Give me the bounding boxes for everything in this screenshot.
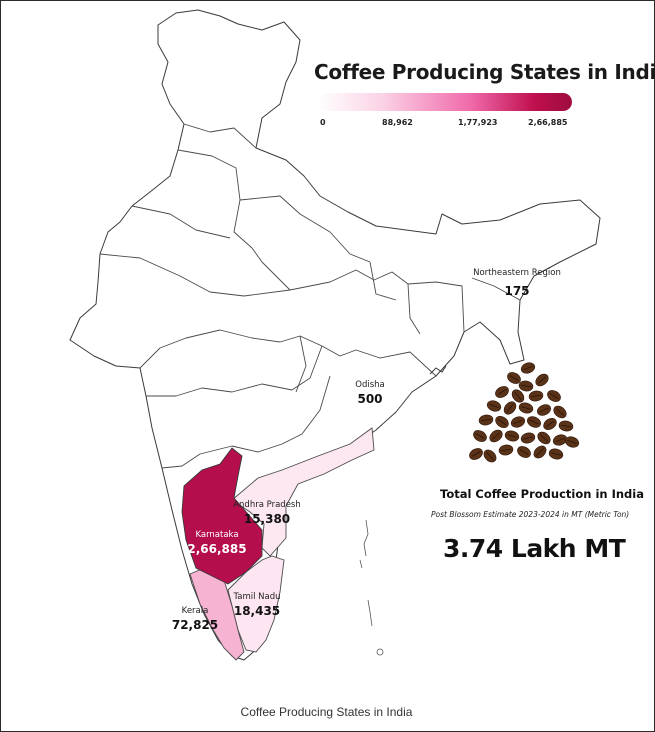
legend-color-bar xyxy=(318,93,572,111)
coffee-bean-crease xyxy=(497,389,507,395)
total-production-subtitle: Post Blossom Estimate 2023-2024 in MT (M… xyxy=(431,510,630,519)
region-name: Karnataka xyxy=(195,530,239,540)
label-kerala: Kerala 72,825 xyxy=(170,606,220,632)
coffee-bean-crease xyxy=(481,418,491,422)
label-andhra-pradesh: Andhra Pradesh 15,380 xyxy=(230,500,304,526)
coffee-bean-crease xyxy=(491,432,501,440)
coffee-bean-crease xyxy=(507,434,517,438)
coffee-bean-crease xyxy=(555,437,565,443)
region-value: 18,435 xyxy=(233,604,281,618)
label-northeast: Northeastern Region 175 xyxy=(462,268,572,298)
region-tamil-nadu xyxy=(227,555,285,653)
coffee-bean-crease xyxy=(529,419,539,425)
coffee-bean-crease xyxy=(486,452,494,460)
coffee-bean-crease xyxy=(471,451,481,457)
region-value: 15,380 xyxy=(243,512,291,526)
region-name: Andhra Pradesh xyxy=(233,500,301,510)
coffee-bean-crease xyxy=(514,391,522,401)
region-value: 2,66,885 xyxy=(187,542,247,556)
coffee-bean-crease xyxy=(545,420,555,428)
legend-tick: 2,66,885 xyxy=(528,118,568,127)
coffee-bean-crease xyxy=(497,418,507,426)
coffee-bean-crease xyxy=(536,448,544,456)
label-karnataka: Karnataka 2,66,885 xyxy=(186,530,248,556)
total-production-value: 3.74 Lakh MT xyxy=(443,534,626,563)
coffee-bean-crease xyxy=(555,408,565,416)
legend-tick: 0 xyxy=(320,118,326,127)
coffee-bean-crease xyxy=(539,434,549,442)
figure-caption: Coffee Producing States in India xyxy=(240,705,413,719)
coffee-bean-crease xyxy=(523,436,533,440)
coffee-bean-crease xyxy=(519,449,529,455)
andaman-islands xyxy=(359,519,384,656)
coffee-bean-crease xyxy=(501,448,511,452)
coffee-bean-crease xyxy=(561,424,571,428)
coffee-bean-crease xyxy=(531,394,541,398)
coffee-bean-crease xyxy=(509,375,519,381)
region-andhra-pradesh xyxy=(231,427,375,557)
label-odisha: Odisha 500 xyxy=(348,380,392,406)
coffee-beans-image xyxy=(469,362,580,463)
label-tamil-nadu: Tamil Nadu 18,435 xyxy=(228,592,286,618)
region-value: 500 xyxy=(357,392,383,406)
region-name: Tamil Nadu xyxy=(233,592,281,602)
coffee-bean-crease xyxy=(475,433,485,439)
map-title: Coffee Producing States in India xyxy=(314,60,655,84)
coffee-bean-crease xyxy=(551,452,561,456)
legend-tick: 88,962 xyxy=(382,118,413,127)
total-production-title: Total Coffee Production in India xyxy=(440,487,644,501)
coffee-bean-crease xyxy=(513,419,523,425)
coffee-bean-crease xyxy=(539,407,549,413)
legend-tick: 1,77,923 xyxy=(458,118,498,127)
coffee-bean-crease xyxy=(489,403,499,409)
coffee-bean-crease xyxy=(521,406,531,410)
coffee-bean-crease xyxy=(521,384,531,388)
region-name: Kerala xyxy=(181,606,209,616)
region-name: Odisha xyxy=(355,380,385,390)
coffee-bean-crease xyxy=(549,393,559,399)
region-value: 72,825 xyxy=(171,618,219,632)
region-karnataka xyxy=(181,447,263,585)
coffee-bean-crease xyxy=(537,376,547,384)
coffee-bean-crease xyxy=(567,439,577,445)
coffee-bean-crease xyxy=(523,365,533,371)
region-name: Northeastern Region xyxy=(473,268,561,278)
coffee-bean-crease xyxy=(506,403,514,413)
region-value: 175 xyxy=(504,284,530,298)
